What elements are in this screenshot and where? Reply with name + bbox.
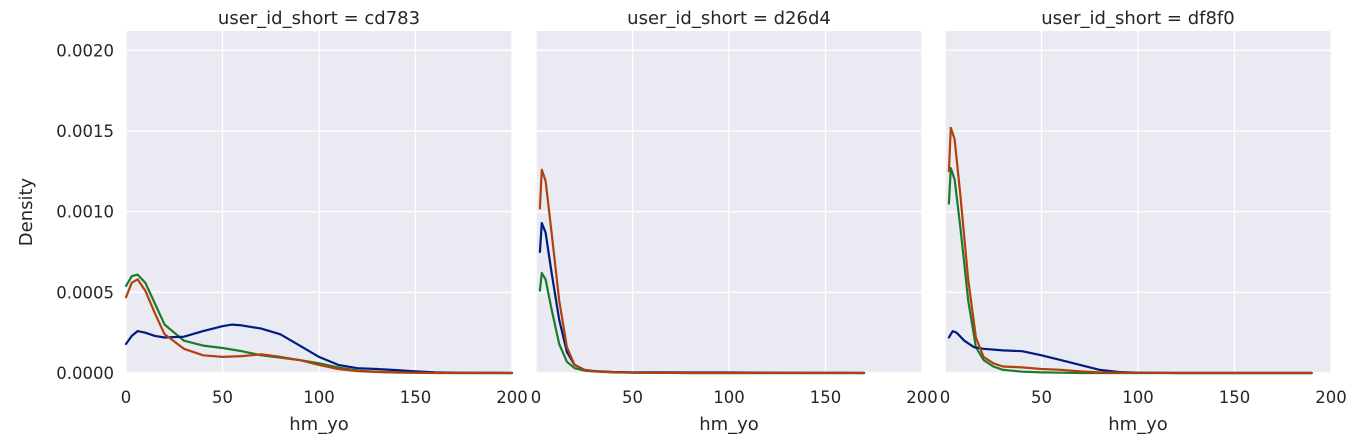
x-tick-label: 50 xyxy=(1031,388,1052,407)
x-tick-label: 50 xyxy=(622,388,643,407)
density-curve-3 xyxy=(124,278,514,375)
y-tick-label: 0.0010 xyxy=(56,203,114,222)
y-tick-label: 0.0005 xyxy=(56,283,114,302)
x-tick-label: 200 xyxy=(496,388,528,407)
x-tick-label: 150 xyxy=(810,388,842,407)
x-tick-label: 100 xyxy=(713,388,745,407)
density-curve-3 xyxy=(947,126,1313,375)
x-tick-label: 200 xyxy=(1315,388,1347,407)
y-tick-label: 0.0000 xyxy=(56,364,114,383)
facet-panel-2: 0 50 100 150 200 user_id_short = d26d4 hm_yo xyxy=(531,8,938,435)
x-tick-label: 100 xyxy=(303,388,335,407)
x-axis-label: hm_yo xyxy=(289,414,349,435)
x-tick-label: 0 xyxy=(940,388,951,407)
x-tick-label: 100 xyxy=(1122,388,1154,407)
y-tick-label: 0.0020 xyxy=(56,41,114,60)
facet-title: user_id_short = cd783 xyxy=(218,8,420,29)
y-axis: 0.0000 0.0005 0.0010 0.0015 0.0020 xyxy=(56,41,114,383)
facet-panel-3: 0 50 100 150 200 user_id_short = df8f0 hm_yo xyxy=(940,8,1347,435)
x-axis-label: hm_yo xyxy=(1108,414,1168,435)
y-tick-label: 0.0015 xyxy=(56,122,114,141)
x-tick-label: 0 xyxy=(531,388,542,407)
facet-title: user_id_short = df8f0 xyxy=(1041,8,1234,29)
facet-panel-1: 0 50 100 150 200 user_id_short = cd783 hm_yo xyxy=(121,8,528,435)
x-tick-label: 200 xyxy=(906,388,938,407)
y-axis-label: Density xyxy=(16,177,37,246)
facet-title: user_id_short = d26d4 xyxy=(627,8,831,29)
x-tick-label: 150 xyxy=(400,388,432,407)
x-tick-label: 0 xyxy=(121,388,132,407)
x-tick-label: 150 xyxy=(1219,388,1251,407)
x-axis-label: hm_yo xyxy=(699,414,759,435)
x-tick-label: 50 xyxy=(212,388,233,407)
density-curve-3 xyxy=(538,168,866,375)
